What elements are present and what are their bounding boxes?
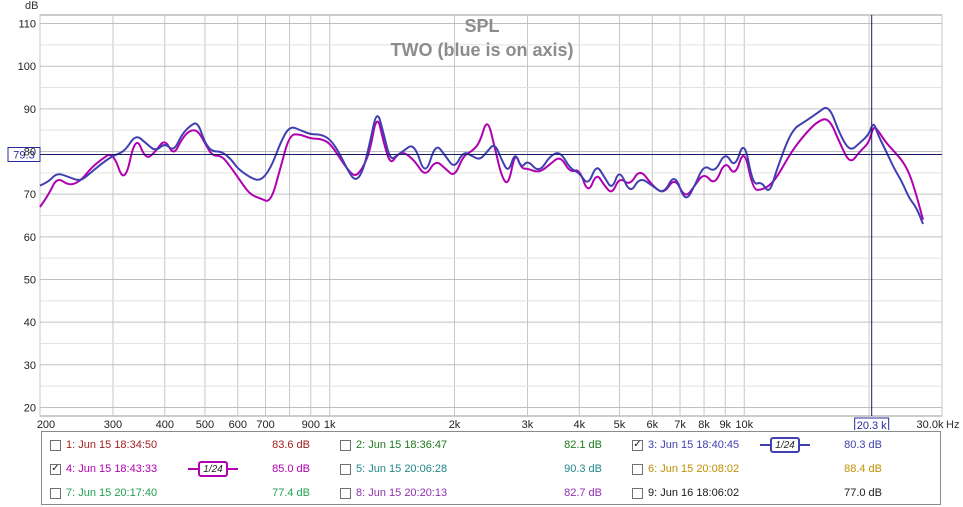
legend-label: 9: Jun 16 18:06:02 <box>648 487 740 499</box>
y-tick-label: 20 <box>24 402 36 414</box>
y-tick-label: 110 <box>18 19 36 31</box>
smoothing-badge[interactable]: 1/24 <box>760 437 810 453</box>
legend-label: 8: Jun 15 20:20:13 <box>356 487 448 499</box>
x-tick-label: 600 <box>229 419 247 430</box>
chart-title: SPL <box>464 16 499 36</box>
x-axis-unit: Hz <box>946 419 959 430</box>
x-tick-label: 4k <box>573 419 585 430</box>
legend-item[interactable]: 8: Jun 15 20:20:13 <box>340 485 447 501</box>
legend-item[interactable]: ✓ 3: Jun 15 18:40:45 <box>632 437 739 453</box>
y-axis-unit: dB <box>25 0 38 12</box>
legend-value: 80.3 dB <box>844 439 882 451</box>
x-tick-label: 2k <box>449 419 461 430</box>
legend-item[interactable]: 1: Jun 15 18:34:50 <box>50 437 157 453</box>
y-tick-label: 60 <box>24 232 36 244</box>
legend-item[interactable]: ✓ 4: Jun 15 18:43:33 <box>50 461 157 477</box>
y-tick-label: 30 <box>24 360 36 372</box>
legend-value: 90.3 dB <box>564 463 602 475</box>
legend-label: 3: Jun 15 18:40:45 <box>648 439 740 451</box>
y-tick-label: 80 <box>24 147 36 159</box>
legend-value: 85.0 dB <box>272 463 310 475</box>
legend-value: 82.1 dB <box>564 439 602 451</box>
x-tick-label: 1k <box>324 419 336 430</box>
cursor-y-label: 79.3 <box>13 149 34 161</box>
legend-label: 7: Jun 15 20:17:40 <box>66 487 158 499</box>
legend-item[interactable]: 9: Jun 16 18:06:02 <box>632 485 739 501</box>
legend-value: 88.4 dB <box>844 463 882 475</box>
y-tick-label: 90 <box>24 104 36 116</box>
series-layer <box>39 106 924 225</box>
legend-item[interactable]: 7: Jun 15 20:17:40 <box>50 485 157 501</box>
y-tick-label: 40 <box>24 317 36 329</box>
legend-label: 6: Jun 15 20:08:02 <box>648 463 740 475</box>
cursor-y-box <box>7 146 41 162</box>
x-tick-label: 9k <box>719 419 731 430</box>
axis-ticks: 20 30 40 50 60 70 80 90 100 110 200 300 400 500 600 700… <box>18 19 944 430</box>
x-tick-label: 6k <box>646 419 658 430</box>
smoothing-badge[interactable]: 1/24 <box>188 461 238 477</box>
legend-checkbox[interactable] <box>340 487 351 499</box>
legend-checkbox[interactable] <box>50 487 61 499</box>
legend-checkbox[interactable]: ✓ <box>632 439 643 451</box>
x-tick-label: 700 <box>256 419 274 430</box>
cursor-lines: 79.3 20.3 k <box>7 15 942 430</box>
legend-checkbox[interactable] <box>340 439 351 451</box>
legend-panel: 1: Jun 15 18:34:50 83.6 dB 2: Jun 15 18:36… <box>41 431 941 505</box>
legend-label: 5: Jun 15 20:06:28 <box>356 463 448 475</box>
legend-checkbox[interactable] <box>632 463 643 475</box>
x-tick-label: 10k <box>735 419 753 430</box>
legend-item[interactable]: 2: Jun 15 18:36:47 <box>340 437 447 453</box>
legend-value: 77.0 dB <box>844 487 882 499</box>
cursor-x-box <box>854 417 890 430</box>
x-tick-label: 500 <box>196 419 214 430</box>
x-tick-label: 3k <box>522 419 534 430</box>
legend-item[interactable]: 6: Jun 15 20:08:02 <box>632 461 739 477</box>
y-tick-label: 50 <box>24 274 36 286</box>
x-tick-label: 7k <box>674 419 686 430</box>
series-line <box>39 106 924 225</box>
x-tick-label: 200 <box>37 419 55 430</box>
x-tick-label: 30.0k <box>917 419 944 430</box>
legend-checkbox[interactable]: ✓ <box>50 463 61 475</box>
x-tick-label: 900 <box>302 419 320 430</box>
x-tick-label: 8k <box>698 419 710 430</box>
x-tick-label: 5k <box>614 419 626 430</box>
y-tick-label: 100 <box>18 61 36 73</box>
x-tick-label: 300 <box>104 419 122 430</box>
legend-value: 83.6 dB <box>272 439 310 451</box>
legend-value: 82.7 dB <box>564 487 602 499</box>
legend-checkbox[interactable] <box>50 439 61 451</box>
legend-label: 1: Jun 15 18:34:50 <box>66 439 158 451</box>
spl-chart: 79.3 20.3 k 20 30 40 50 60 70 80 90 100 110 200 300 4… <box>7 0 959 430</box>
x-tick-label: 400 <box>156 419 174 430</box>
legend-checkbox[interactable] <box>632 487 643 499</box>
legend-value: 77.4 dB <box>272 487 310 499</box>
legend-label: 4: Jun 15 18:43:33 <box>66 463 158 475</box>
legend-item[interactable]: 5: Jun 15 20:06:28 <box>340 461 447 477</box>
y-tick-label: 70 <box>24 189 36 201</box>
legend-checkbox[interactable] <box>340 463 351 475</box>
legend-label: 2: Jun 15 18:36:47 <box>356 439 448 451</box>
chart-subtitle: TWO (blue is on axis) <box>390 40 573 60</box>
cursor-x-label: 20.3 k <box>857 420 887 430</box>
